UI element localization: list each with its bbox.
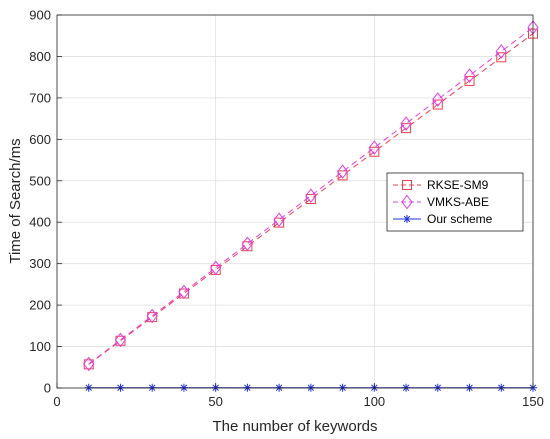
y-tick-label: 600	[29, 132, 51, 147]
x-tick-label: 0	[53, 394, 60, 409]
data-point	[210, 260, 222, 276]
series-line	[88, 27, 534, 365]
data-point	[369, 146, 380, 157]
legend-marker-swatch	[403, 215, 411, 223]
axis-ticks: 0 50 100 150 0 100 200 300 400 500 600 700 800 900	[29, 8, 544, 410]
y-tick-label: 900	[29, 8, 51, 23]
data-point	[401, 123, 412, 134]
x-axis-label: The number of keywords	[212, 418, 377, 435]
y-tick-label: 300	[29, 256, 51, 271]
x-tick-label: 100	[363, 394, 385, 409]
data-point	[305, 188, 317, 204]
data-point	[400, 116, 412, 131]
legend-marker-swatch	[402, 180, 412, 190]
y-axis-label: Time of Search/ms	[7, 138, 24, 263]
x-tick-label: 150	[522, 394, 544, 409]
legend-marker-swatch	[401, 194, 413, 210]
y-tick-label: 500	[29, 173, 51, 188]
plot-area-frame	[56, 14, 534, 389]
data-point	[114, 332, 127, 348]
y-tick-label: 100	[29, 339, 51, 354]
data-point	[464, 75, 475, 86]
y-tick-label: 800	[29, 49, 51, 64]
data-point	[273, 212, 285, 228]
data-point	[432, 92, 444, 107]
y-tick-label: 700	[29, 90, 51, 105]
legend-label: VMKS-ABE	[427, 195, 489, 209]
y-tick-label: 0	[44, 381, 51, 396]
data-point	[432, 99, 443, 110]
legend-label: Our scheme	[427, 212, 493, 226]
data-point	[146, 308, 158, 324]
data-point	[496, 52, 507, 63]
y-tick-label: 400	[29, 215, 51, 230]
x-tick-label: 50	[208, 394, 222, 409]
series-2	[83, 20, 539, 372]
legend-item: VMKS-ABE	[393, 194, 489, 210]
series-line	[88, 33, 534, 365]
legend-label: RKSE-SM9	[427, 178, 489, 192]
data-point	[495, 44, 507, 59]
legend: RKSE-SM9 VMKS-ABE Our scheme	[386, 172, 524, 232]
data-point	[368, 140, 380, 155]
data-point	[336, 164, 349, 179]
data-point	[83, 356, 95, 372]
data-point	[178, 284, 190, 300]
data-point	[463, 68, 476, 83]
legend-item: RKSE-SM9	[393, 178, 489, 192]
data-point	[241, 236, 254, 252]
legend-item: Our scheme	[393, 212, 493, 226]
y-tick-label: 200	[29, 298, 51, 313]
